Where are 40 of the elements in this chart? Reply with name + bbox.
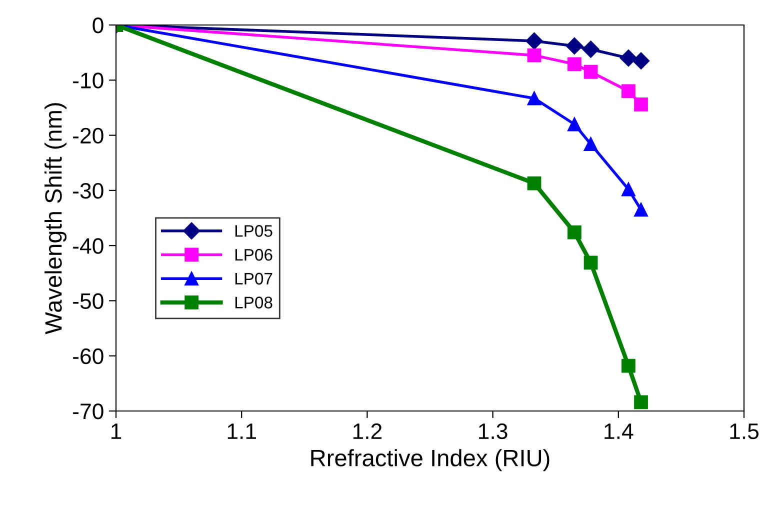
legend-label: LP06 [235, 248, 272, 261]
legend-label: LP08 [235, 296, 272, 308]
x-tick-label: 1 [112, 424, 122, 439]
point [566, 37, 583, 55]
point [584, 64, 598, 79]
point [582, 40, 600, 58]
point [527, 48, 542, 62]
x-tick-label: 1.2 [353, 423, 382, 439]
point [527, 91, 542, 106]
point [567, 57, 582, 72]
x-tick-label: 1.3 [479, 423, 508, 440]
point [567, 117, 582, 132]
point [634, 395, 648, 410]
point [634, 97, 648, 112]
x-axis-title: Rrefractive Index (RIU) [311, 449, 550, 472]
y-tick-label: -40 [73, 238, 104, 254]
point [622, 182, 636, 196]
x-tick-label: 1.1 [228, 424, 256, 439]
legend-label: LP05 [235, 225, 272, 237]
point [584, 256, 598, 270]
point [567, 225, 582, 240]
point [622, 358, 636, 373]
legend-label: LP07 [235, 272, 272, 285]
y-tick-label: -20 [73, 128, 104, 144]
y-tick-label: 0 [92, 18, 104, 34]
y-tick-label: -70 [73, 404, 104, 420]
y-tick-label: -30 [73, 182, 104, 199]
y-tick-label: -60 [73, 348, 104, 364]
point [584, 137, 598, 152]
y-tick-label: -10 [73, 72, 104, 88]
point [526, 32, 543, 50]
point [622, 84, 636, 98]
x-tick-label: 1.4 [604, 424, 634, 439]
point [632, 52, 650, 70]
point [527, 176, 542, 190]
y-tick-label: -50 [73, 293, 104, 309]
point [634, 202, 648, 217]
point [620, 50, 637, 67]
y-axis-title: Wavelength Shift (nm) [44, 103, 67, 334]
x-tick-label: 1.5 [730, 424, 759, 440]
